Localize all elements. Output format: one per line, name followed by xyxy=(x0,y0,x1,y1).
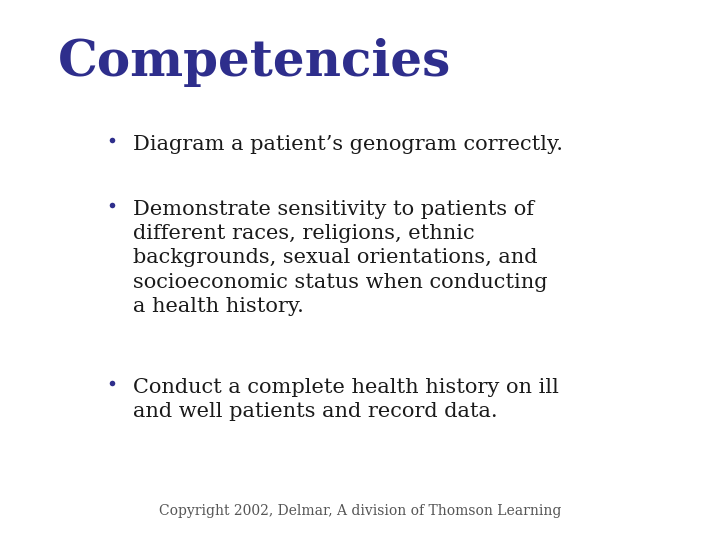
Text: Diagram a patient’s genogram correctly.: Diagram a patient’s genogram correctly. xyxy=(133,135,563,154)
Text: Competencies: Competencies xyxy=(58,38,451,87)
Text: Conduct a complete health history on ill
and well patients and record data.: Conduct a complete health history on ill… xyxy=(133,378,559,421)
Text: Demonstrate sensitivity to patients of
different races, religions, ethnic
backgr: Demonstrate sensitivity to patients of d… xyxy=(133,200,548,316)
Text: Copyright 2002, Delmar, A division of Thomson Learning: Copyright 2002, Delmar, A division of Th… xyxy=(159,504,561,518)
